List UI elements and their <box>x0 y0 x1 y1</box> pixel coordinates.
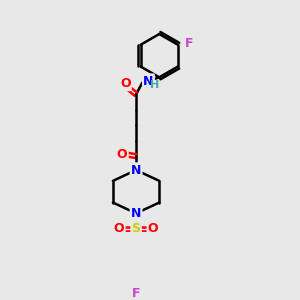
Text: O: O <box>114 222 124 235</box>
Text: N: N <box>131 164 141 177</box>
Text: F: F <box>132 287 140 300</box>
Text: F: F <box>184 37 193 50</box>
Text: S: S <box>132 222 141 235</box>
Text: O: O <box>117 148 128 161</box>
Text: H: H <box>150 80 159 90</box>
Text: N: N <box>131 207 141 220</box>
Text: N: N <box>143 75 154 88</box>
Text: O: O <box>148 222 158 235</box>
Text: O: O <box>120 77 130 90</box>
